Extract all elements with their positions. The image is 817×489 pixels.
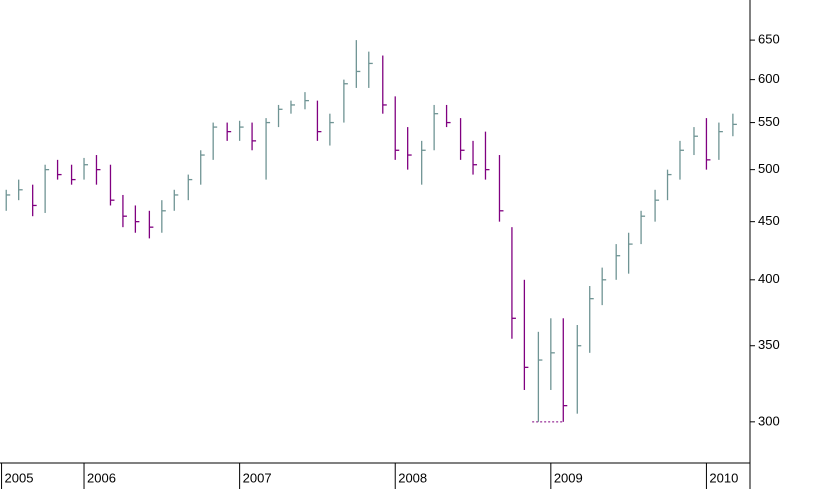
y-tick-label: 650 [758,32,780,47]
y-tick-label: 400 [758,271,780,286]
x-tick-label: 2007 [243,470,272,485]
x-tick-label: 2008 [398,470,427,485]
y-tick-label: 350 [758,337,780,352]
y-tick-label: 300 [758,413,780,428]
x-tick-label: 2009 [554,470,583,485]
y-tick-label: 550 [758,114,780,129]
x-tick-label: 2005 [5,470,34,485]
y-tick-label: 600 [758,71,780,86]
y-tick-label: 450 [758,213,780,228]
x-tick-label: 2006 [87,470,116,485]
x-tick-label: 2010 [709,470,738,485]
y-tick-label: 500 [758,161,780,176]
